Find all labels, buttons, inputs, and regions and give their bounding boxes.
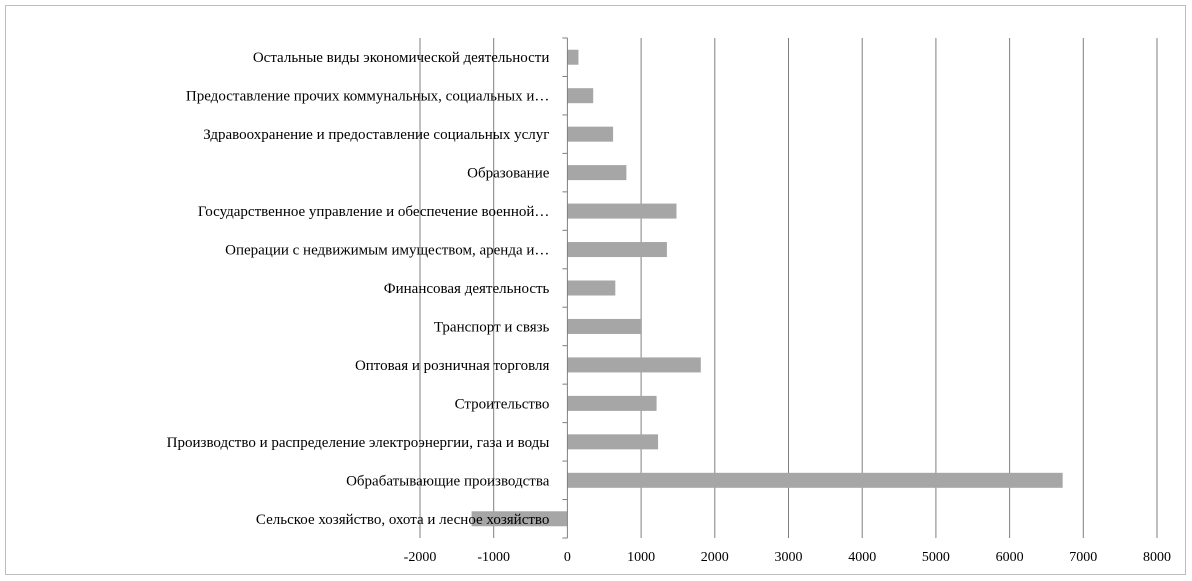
x-tick-label: 3000 xyxy=(775,550,803,565)
category-label: Здравоохранение и предоставление социаль… xyxy=(203,127,549,143)
bar xyxy=(567,203,677,219)
x-tick-label: 7000 xyxy=(1069,550,1097,565)
bar xyxy=(567,357,701,373)
bar xyxy=(471,511,568,527)
x-tick-label: -1000 xyxy=(477,550,510,565)
x-tick-label: 0 xyxy=(564,550,571,565)
category-label: Образование xyxy=(467,166,550,182)
category-label: Финансовая деятельность xyxy=(384,281,550,297)
category-label: Остальные виды экономической деятельност… xyxy=(253,50,550,66)
category-label: Сельское хозяйство, охота и лесное хозяй… xyxy=(256,512,549,528)
category-label: Предоставление прочих коммунальных, соци… xyxy=(186,89,550,105)
category-label: Оптовая и розничная торговля xyxy=(355,358,550,374)
category-label: Производство и распределение электроэнер… xyxy=(167,435,550,451)
bar xyxy=(567,88,594,104)
x-tick-label: 5000 xyxy=(922,550,950,565)
x-tick-label: 4000 xyxy=(848,550,876,565)
x-tick-label: 1000 xyxy=(627,550,655,565)
bar xyxy=(567,280,616,296)
category-label: Строительство xyxy=(455,396,550,412)
category-label: Операции с недвижимым имуществом, аренда… xyxy=(225,243,549,259)
bar xyxy=(567,434,659,450)
x-tick-label: 6000 xyxy=(996,550,1024,565)
x-tick-label: 8000 xyxy=(1143,550,1171,565)
bar xyxy=(567,395,657,411)
bar xyxy=(567,318,642,334)
bar xyxy=(567,242,667,258)
bar xyxy=(567,165,627,181)
bar xyxy=(567,126,614,142)
x-tick-label: 2000 xyxy=(701,550,729,565)
x-tick-label: -2000 xyxy=(404,550,437,565)
bar xyxy=(567,472,1063,488)
category-label: Государственное управление и обеспечение… xyxy=(198,204,550,220)
category-label: Транспорт и связь xyxy=(434,319,550,335)
category-label: Обрабатывающие производства xyxy=(346,473,550,489)
bar xyxy=(567,49,579,65)
